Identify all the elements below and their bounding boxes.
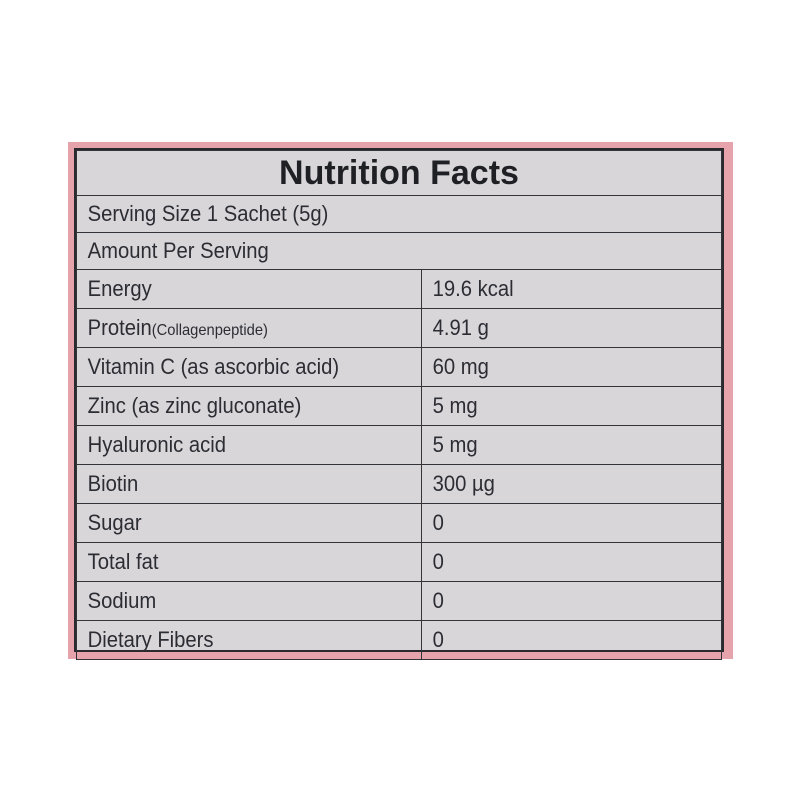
nutrient-label: Zinc (as zinc gluconate) bbox=[76, 386, 395, 426]
nutrient-value: 4.91 g bbox=[421, 308, 698, 348]
table-row: Dietary Fibers 0 bbox=[76, 620, 722, 660]
nutrient-value: 0 bbox=[421, 581, 698, 621]
serving-size: Serving Size 1 Sachet (5g) bbox=[76, 195, 671, 233]
nutrition-table: Nutrition Facts Serving Size 1 Sachet (5… bbox=[76, 150, 722, 660]
table-row: Vitamin C (as ascorbic acid) 60 mg bbox=[76, 347, 722, 387]
table-row: Hyaluronic acid 5 mg bbox=[76, 425, 722, 465]
nutrient-value: 0 bbox=[421, 620, 698, 660]
nutrient-value: 300 µg bbox=[421, 464, 698, 504]
nutrient-value: 5 mg bbox=[421, 386, 698, 426]
nutrient-label: Sugar bbox=[76, 503, 395, 543]
nutrient-label: Protein(Collagenpeptide) bbox=[76, 308, 395, 348]
nutrient-subtext: (Collagenpeptide) bbox=[151, 322, 268, 339]
nutrient-label: Hyaluronic acid bbox=[76, 425, 395, 465]
nutrient-value: 0 bbox=[421, 542, 698, 582]
nutrient-value: 60 mg bbox=[421, 347, 698, 387]
nutrient-label: Energy bbox=[76, 269, 395, 309]
table-row: Protein(Collagenpeptide) 4.91 g bbox=[76, 308, 722, 348]
nutrient-label: Sodium bbox=[76, 581, 395, 621]
table-row: Zinc (as zinc gluconate) 5 mg bbox=[76, 386, 722, 426]
nutrient-label: Biotin bbox=[76, 464, 395, 504]
nutrition-title: Nutrition Facts bbox=[76, 150, 722, 196]
nutrient-label: Vitamin C (as ascorbic acid) bbox=[76, 347, 395, 387]
nutrient-label: Total fat bbox=[76, 542, 395, 582]
table-row: Sodium 0 bbox=[76, 581, 722, 621]
table-row: Sugar 0 bbox=[76, 503, 722, 543]
nutrient-value: 19.6 kcal bbox=[421, 269, 698, 309]
table-row: Energy 19.6 kcal bbox=[76, 269, 722, 309]
nutrition-facts-panel: Nutrition Facts Serving Size 1 Sachet (5… bbox=[74, 148, 724, 660]
nutrient-name: Protein bbox=[87, 315, 152, 340]
table-row: Total fat 0 bbox=[76, 542, 722, 582]
nutrient-label: Dietary Fibers bbox=[76, 620, 395, 660]
nutrient-value: 5 mg bbox=[421, 425, 698, 465]
table-row: Biotin 300 µg bbox=[76, 464, 722, 504]
amount-per-serving: Amount Per Serving bbox=[76, 232, 671, 270]
nutrient-value: 0 bbox=[421, 503, 698, 543]
